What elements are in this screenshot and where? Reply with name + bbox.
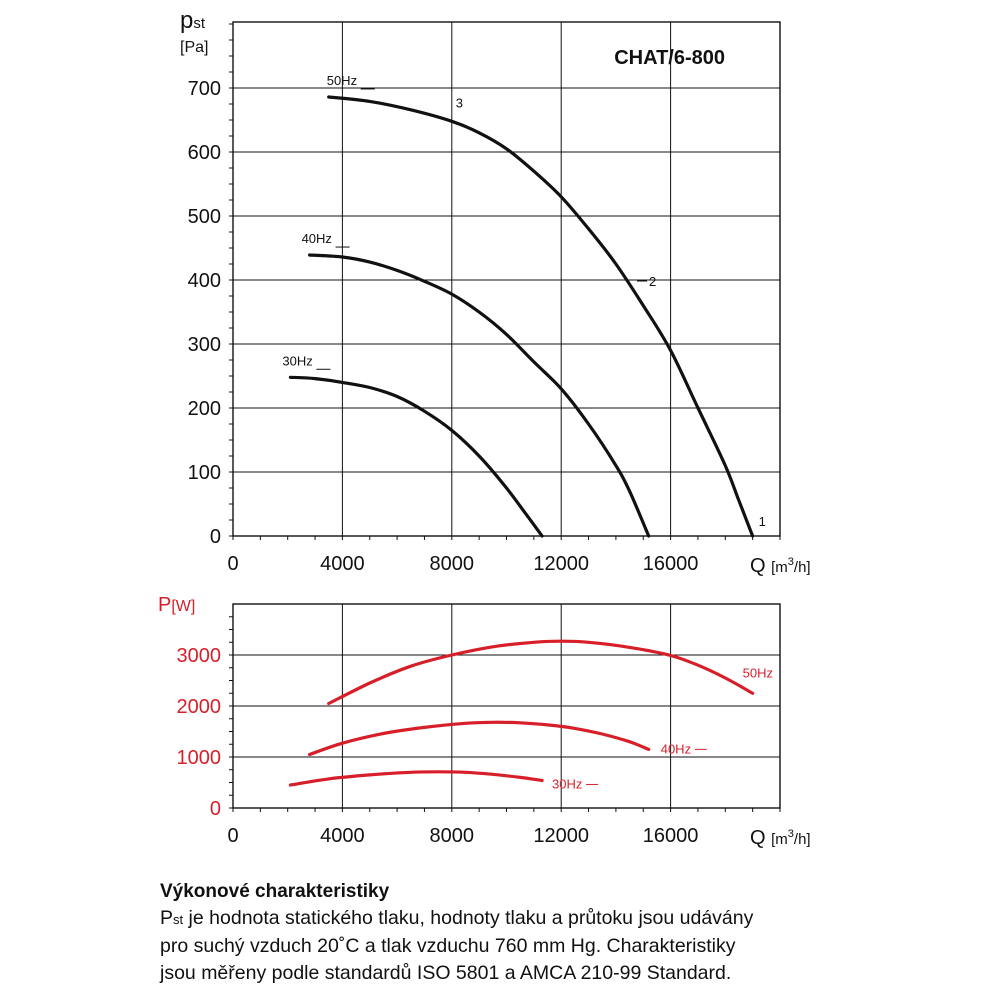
power-xtick-label: 12000 [533,825,589,847]
x-axis-unit-sup: 3 [788,828,794,840]
caption-line-1-text: je hodnota statického tlaku, hodnoty tla… [183,907,754,929]
pressure-xtick-label: 16000 [643,553,699,575]
x-axis-unit-sup: 3 [788,556,794,568]
pressure-ytick-label: 100 [188,462,221,484]
caption-title: Výkonové charakteristiky [160,881,390,902]
power-series-label-50Hz: 50Hz [743,665,773,680]
power-y-axis-label: P[W] [158,594,195,616]
y-axis-symbol: P [158,594,171,616]
caption-pressure-symbol: P [160,907,174,929]
y-axis-unit: [W] [171,598,195,615]
power-series-label-40Hz: 40Hz [661,741,691,756]
x-axis-unit-rest: /h] [794,559,811,576]
power-xtick-label: 8000 [430,825,475,847]
pressure-y-axis-label: pst [180,7,206,34]
x-axis-symbol: Q [750,827,771,849]
caption-line-3: jsou měřeny podle standardů ISO 5801 a A… [160,962,732,984]
power-ytick-label: 3000 [177,645,222,667]
power-x-axis-label: Q [m3/h] [750,827,811,849]
power-xtick-label: 4000 [320,825,365,847]
pressure-series-label-40Hz: 40Hz [302,231,332,246]
power-series-40Hz [308,720,651,757]
x-axis-unit: [m [771,559,788,576]
y-axis-subscript: st [193,15,206,32]
pressure-plot-frame [232,21,781,537]
caption-pressure-subscript: st [173,912,184,927]
caption-line-2: pro suchý vzduch 20˚C a tlak vzduchu 760… [160,935,736,957]
power-xtick-label: 0 [227,825,238,847]
power-series-30Hz [288,770,544,787]
power-xtick-label: 16000 [643,825,699,847]
pressure-ytick-label: 300 [188,334,221,356]
pressure-ytick-label: 600 [188,142,221,164]
pressure-series-label-30Hz: 30Hz [282,353,312,368]
pressure-ytick-label: 0 [210,526,221,548]
power-series-50Hz [327,639,755,706]
pressure-xtick-label: 12000 [533,553,589,575]
pressure-xtick-label: 0 [227,553,238,575]
pressure-series-30Hz [288,375,544,538]
performance-caption: Výkonové charakteristiky Pst je hodnota … [160,878,960,987]
pressure-ytick-label: 700 [188,78,221,100]
pressure-y-axis-unit: [Pa] [180,39,208,56]
pressure-series-50Hz [327,95,755,538]
chart-title: CHAT/6-800 [614,47,725,69]
x-axis-symbol: Q [750,555,771,577]
pressure-xtick-label: 8000 [430,553,475,575]
x-axis-unit-rest: /h] [794,831,811,848]
power-series-label-30Hz: 30Hz [552,776,582,791]
caption-line-1: Pst je hodnota statického tlaku, hodnoty… [160,905,960,933]
pressure-x-axis-label: Q [m3/h] [750,555,811,577]
annotation-point-2: 2 [649,274,656,289]
pressure-ytick-label: 200 [188,398,221,420]
pressure-series-label-50Hz: 50Hz [327,73,357,88]
annotation-point-1: 1 [759,514,766,529]
pressure-series-40Hz [308,253,651,538]
pressure-ytick-label: 400 [188,270,221,292]
power-ytick-label: 1000 [177,747,222,769]
pressure-ytick-label: 500 [188,206,221,228]
power-ytick-label: 2000 [177,696,222,718]
power-ytick-label: 0 [210,798,221,820]
y-axis-symbol: p [180,7,193,34]
pressure-xtick-label: 4000 [320,553,365,575]
annotation-point-3: 3 [456,95,463,110]
x-axis-unit: [m [771,831,788,848]
